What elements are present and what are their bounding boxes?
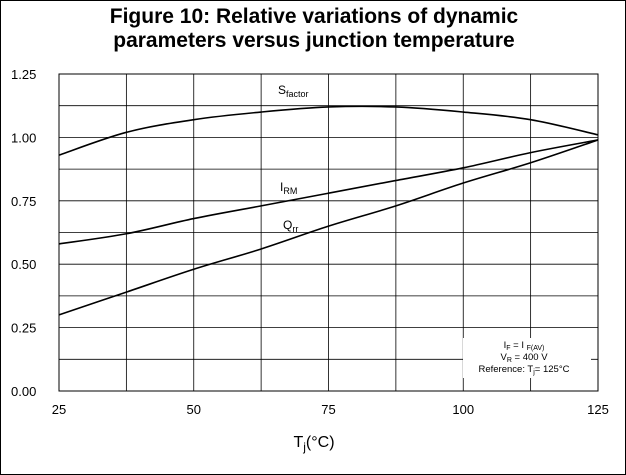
- chart-title-line-1: Figure 10: Relative variations of dynami…: [109, 5, 519, 28]
- condition-line: VR = 400 V: [500, 352, 548, 364]
- x-tick-label: 25: [52, 402, 66, 417]
- axis-tick-labels: 0.00 0.25 0.50 0.75 1.00 1.25 25 50 75 100 125: [11, 67, 609, 417]
- series-line-s-factor: [58, 105, 599, 156]
- y-tick-label: 0.25: [11, 321, 36, 336]
- series-line-i-rm: [58, 139, 599, 245]
- x-tick-label: 50: [187, 402, 201, 417]
- series-lines: [58, 105, 599, 316]
- series-label-s-factor: Sfactor: [278, 83, 309, 99]
- series-labels: Sfactor IRM Qrr: [278, 83, 309, 234]
- series-line-q-rr: [58, 139, 599, 316]
- conditions-box-background: [463, 338, 591, 378]
- x-tick-label: 100: [452, 402, 474, 417]
- x-axis-title: Tj(°C): [293, 434, 334, 454]
- series-label-i-rm: IRM: [280, 180, 297, 196]
- x-tick-label: 125: [587, 402, 609, 417]
- y-tick-label: 0.00: [11, 384, 36, 399]
- chart-title: Figure 10: Relative variations of dynami…: [1, 5, 625, 53]
- x-tick-label: 75: [321, 402, 335, 417]
- plot-border: [58, 73, 599, 392]
- x-axis-label: Tj(°C): [293, 434, 334, 454]
- y-tick-label: 1.00: [11, 130, 36, 145]
- series-label-q-rr: Qrr: [283, 218, 298, 234]
- y-tick-label: 1.25: [11, 67, 36, 82]
- condition-line: IF = I F(AV): [504, 340, 545, 352]
- condition-line: Reference: Tj= 125°C: [478, 364, 569, 376]
- y-tick-label: 0.50: [11, 257, 36, 272]
- y-tick-label: 0.75: [11, 194, 36, 209]
- chart-title-line-2: parameters versus junction temperature: [113, 29, 515, 52]
